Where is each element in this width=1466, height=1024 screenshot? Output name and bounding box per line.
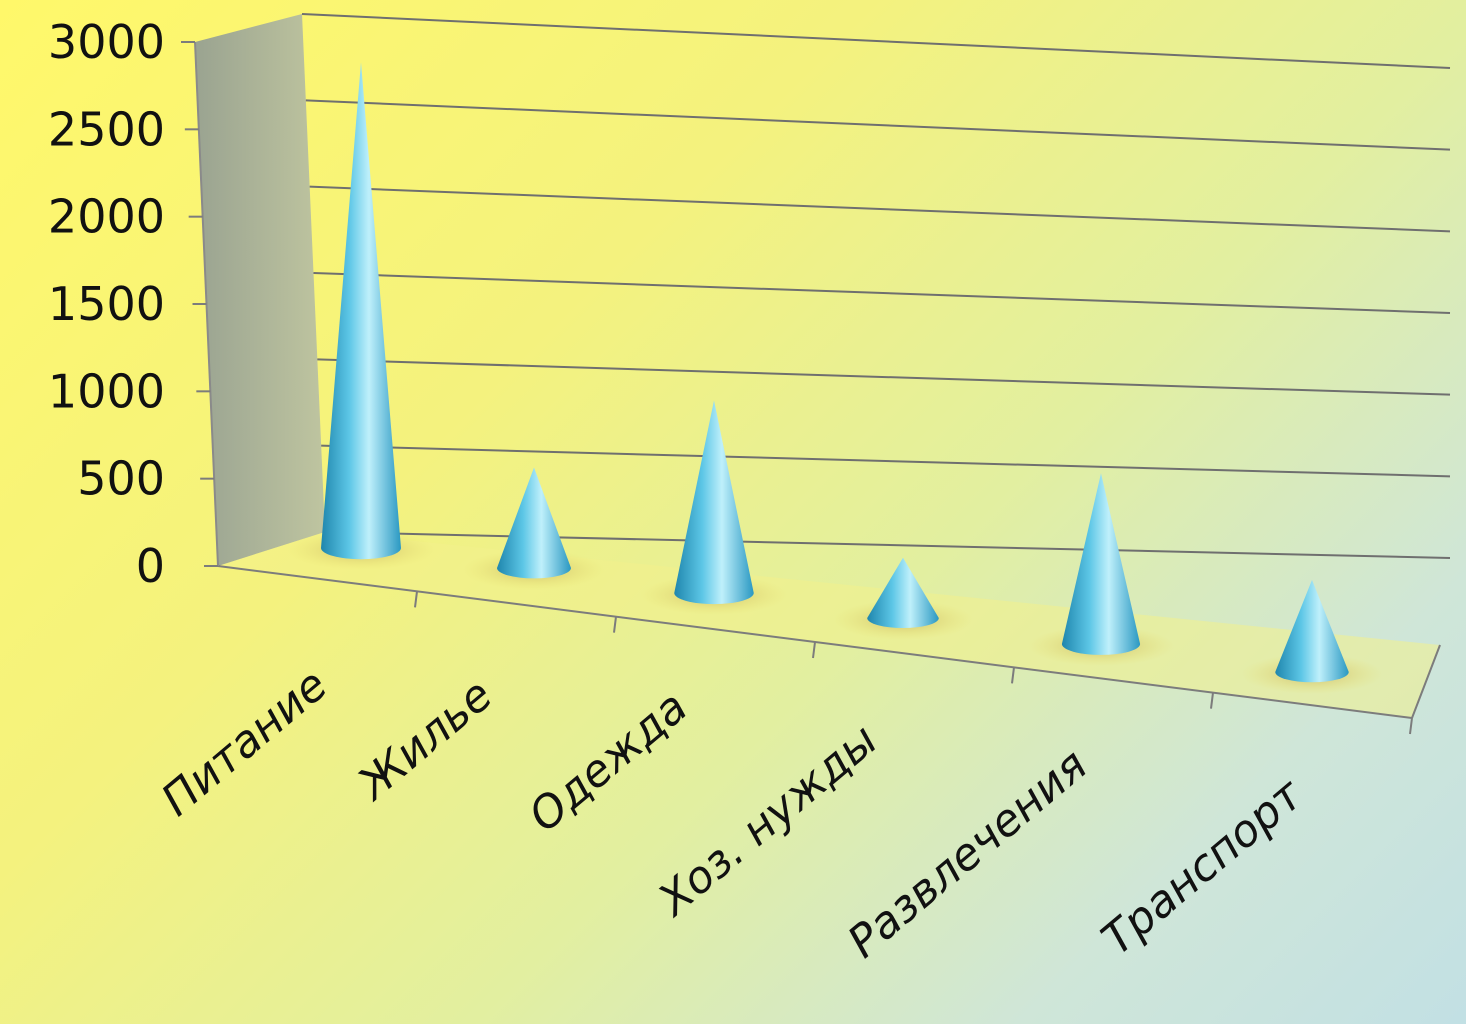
cone-5 (1061, 473, 1141, 655)
cone-6 (1275, 579, 1349, 683)
gridline (321, 444, 1451, 478)
floor-right-edge (1411, 644, 1441, 719)
gridline (313, 272, 1451, 314)
y-tick-label: 1000 (48, 364, 165, 418)
y-tick-label: 500 (77, 452, 165, 506)
y-tick-label: 0 (136, 539, 165, 593)
x-tick-mark (812, 641, 816, 659)
gridlines (301, 13, 1451, 559)
x-category-label: Жилье (347, 669, 502, 811)
y-tick-label: 1500 (48, 277, 165, 331)
y-tick-label: 2500 (48, 102, 165, 156)
cone-2 (497, 467, 571, 579)
x-tick-mark (613, 616, 617, 633)
side-wall (195, 14, 325, 566)
x-axis-ticks (414, 591, 1413, 735)
x-tick-mark (1409, 717, 1413, 735)
x-tick-mark (1011, 667, 1015, 684)
x-tick-mark (414, 591, 418, 608)
cone-4 (867, 557, 939, 629)
gridline (317, 358, 1451, 396)
gridline (305, 99, 1451, 151)
y-axis-ticks: 0 500 1000 1500 2000 2500 3000 (48, 15, 218, 593)
cone-3 (674, 400, 754, 605)
x-category-label: Одежда (519, 681, 697, 842)
y-tick-label: 3000 (48, 15, 165, 69)
x-tick-mark (1210, 692, 1214, 709)
x-category-label: Питание (152, 659, 337, 826)
gridline (301, 13, 1451, 69)
gridline (309, 185, 1451, 233)
x-category-label: Транспорт (1092, 768, 1313, 965)
x-category-label: Развлечения (838, 739, 1097, 968)
y-tick-label: 2000 (48, 190, 165, 244)
cone-1 (321, 62, 401, 560)
cones (287, 62, 1383, 694)
x-category-label: Хоз. нужды (647, 714, 887, 927)
